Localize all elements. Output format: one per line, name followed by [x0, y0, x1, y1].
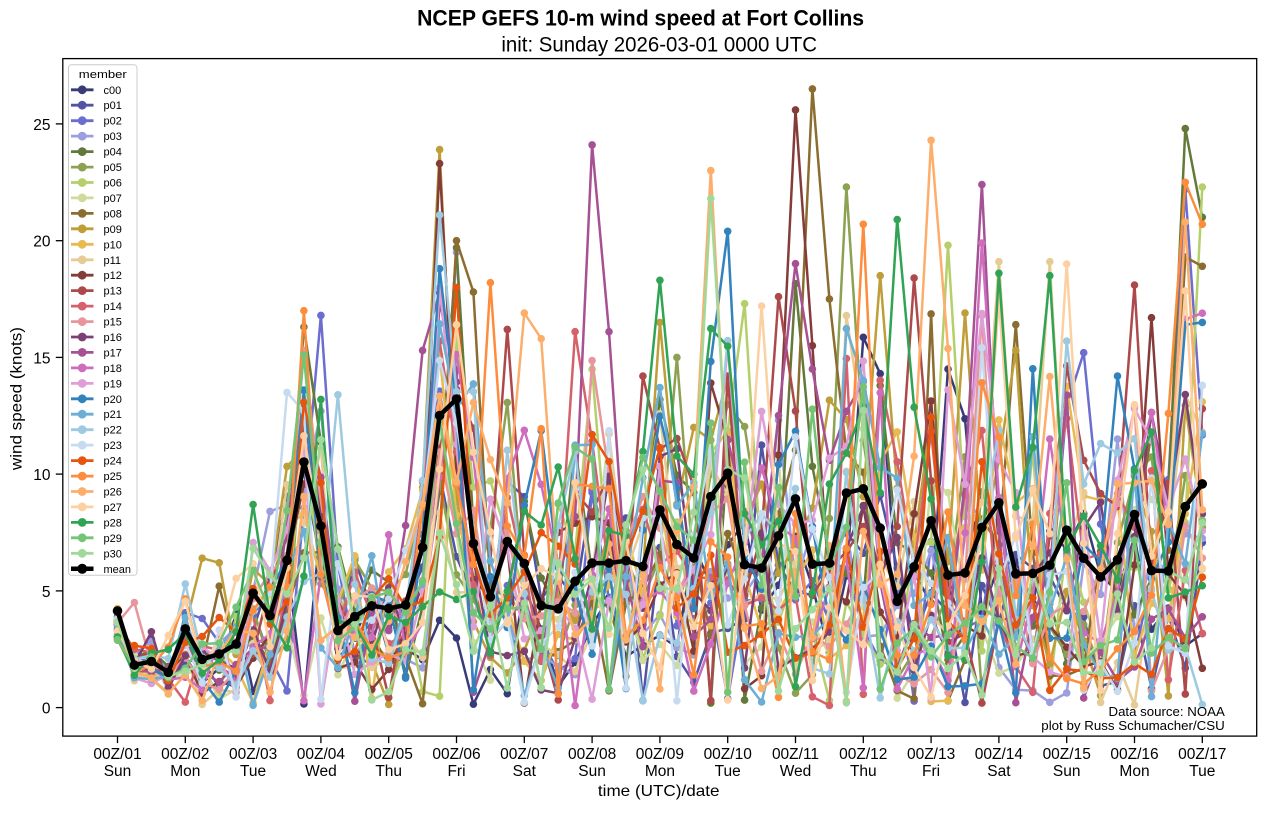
svg-text:p04: p04	[104, 147, 122, 159]
svg-text:p20: p20	[104, 394, 122, 406]
svg-text:p03: p03	[104, 131, 122, 143]
svg-text:p09: p09	[104, 224, 122, 236]
svg-text:Sat: Sat	[987, 763, 1011, 780]
svg-text:Tue: Tue	[715, 763, 741, 780]
svg-text:p08: p08	[104, 208, 122, 220]
svg-text:p21: p21	[104, 409, 122, 421]
svg-text:p30: p30	[104, 548, 122, 560]
svg-text:member: member	[79, 69, 127, 81]
svg-text:00Z/08: 00Z/08	[568, 746, 616, 763]
svg-text:p25: p25	[104, 471, 122, 483]
svg-text:p01: p01	[104, 100, 122, 112]
svg-text:p07: p07	[104, 193, 122, 205]
svg-text:00Z/02: 00Z/02	[161, 746, 209, 763]
svg-text:00Z/09: 00Z/09	[636, 746, 684, 763]
svg-text:p23: p23	[104, 440, 122, 452]
svg-text:Data source: NOAA: Data source: NOAA	[1109, 705, 1226, 719]
svg-text:20: 20	[33, 234, 51, 251]
svg-text:plot by Russ Schumacher/CSU: plot by Russ Schumacher/CSU	[1041, 719, 1225, 733]
svg-text:p29: p29	[104, 533, 122, 545]
svg-text:Tue: Tue	[1189, 763, 1215, 780]
svg-text:p26: p26	[104, 487, 122, 499]
svg-text:p02: p02	[104, 116, 122, 128]
svg-text:Fri: Fri	[922, 763, 940, 780]
svg-text:p28: p28	[104, 517, 122, 529]
svg-text:wind speed (knots): wind speed (knots)	[9, 327, 26, 471]
svg-text:Mon: Mon	[1119, 763, 1149, 780]
svg-text:Mon: Mon	[170, 763, 200, 780]
svg-text:25: 25	[33, 117, 50, 134]
svg-text:Thu: Thu	[375, 763, 402, 780]
svg-text:00Z/16: 00Z/16	[1110, 746, 1158, 763]
svg-text:Fri: Fri	[447, 763, 465, 780]
svg-text:p16: p16	[104, 332, 122, 344]
svg-text:p17: p17	[104, 347, 122, 359]
svg-text:00Z/04: 00Z/04	[297, 746, 346, 763]
svg-text:Sun: Sun	[1053, 763, 1081, 780]
svg-text:p13: p13	[104, 286, 122, 298]
svg-text:Sun: Sun	[104, 763, 132, 780]
svg-text:p15: p15	[104, 317, 122, 329]
svg-text:p06: p06	[104, 178, 122, 190]
svg-text:00Z/01: 00Z/01	[93, 746, 141, 763]
svg-text:c00: c00	[104, 85, 122, 97]
svg-text:NCEP GEFS 10-m wind speed at F: NCEP GEFS 10-m wind speed at Fort Collin…	[417, 6, 864, 31]
svg-text:00Z/14: 00Z/14	[975, 746, 1024, 763]
svg-text:p18: p18	[104, 363, 122, 375]
svg-text:00Z/11: 00Z/11	[772, 746, 819, 763]
svg-text:p14: p14	[104, 301, 122, 313]
svg-text:Sat: Sat	[513, 763, 537, 780]
svg-text:Wed: Wed	[305, 763, 337, 780]
svg-text:p22: p22	[104, 425, 122, 437]
svg-text:p05: p05	[104, 162, 122, 174]
svg-text:00Z/07: 00Z/07	[500, 746, 548, 763]
svg-text:p11: p11	[104, 255, 122, 267]
svg-text:00Z/13: 00Z/13	[907, 746, 955, 763]
svg-text:00Z/17: 00Z/17	[1178, 746, 1226, 763]
svg-text:mean: mean	[104, 564, 132, 576]
svg-text:Wed: Wed	[780, 763, 812, 780]
svg-text:p10: p10	[104, 239, 122, 251]
svg-text:10: 10	[33, 467, 51, 484]
svg-text:00Z/12: 00Z/12	[839, 746, 887, 763]
svg-text:00Z/06: 00Z/06	[432, 746, 480, 763]
svg-text:p24: p24	[104, 456, 122, 468]
svg-text:Sun: Sun	[578, 763, 606, 780]
svg-text:00Z/10: 00Z/10	[704, 746, 753, 763]
svg-text:time (UTC)/date: time (UTC)/date	[598, 783, 720, 800]
svg-text:init: Sunday 2026-03-01 0000 U: init: Sunday 2026-03-01 0000 UTC	[501, 34, 817, 57]
svg-text:p19: p19	[104, 378, 122, 390]
svg-text:Mon: Mon	[645, 763, 675, 780]
svg-text:5: 5	[42, 584, 51, 601]
svg-text:Thu: Thu	[850, 763, 877, 780]
svg-text:00Z/15: 00Z/15	[1043, 746, 1091, 763]
svg-text:0: 0	[42, 701, 51, 718]
svg-text:15: 15	[33, 350, 50, 367]
svg-text:p27: p27	[104, 502, 122, 514]
svg-text:00Z/05: 00Z/05	[365, 746, 413, 763]
svg-text:p12: p12	[104, 270, 122, 282]
svg-text:00Z/03: 00Z/03	[229, 746, 277, 763]
svg-text:Tue: Tue	[240, 763, 266, 780]
